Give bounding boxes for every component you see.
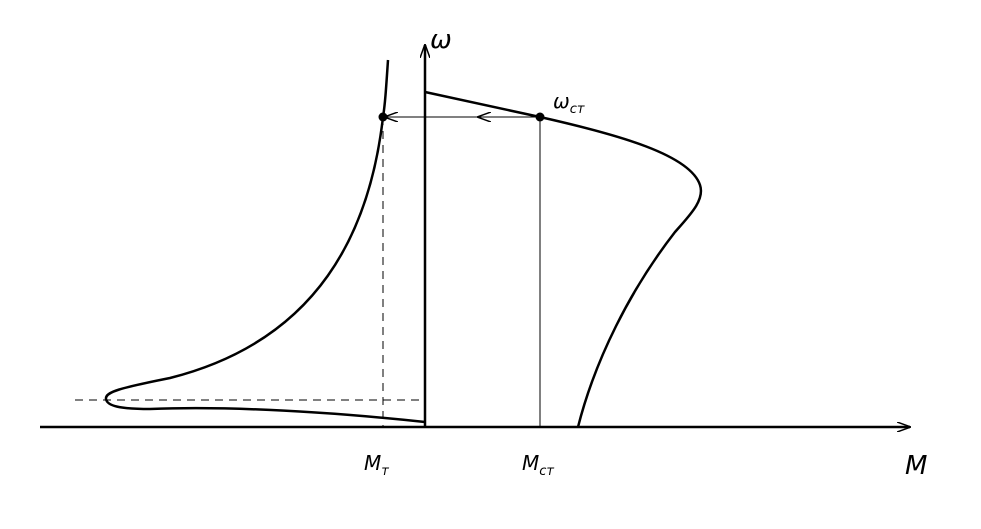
label-sub: ст	[539, 464, 554, 479]
m-st-label: Mст	[522, 451, 554, 479]
load-curve	[104, 59, 426, 424]
x-axis-label: M	[905, 451, 927, 481]
omega-st-label: ωст	[553, 89, 585, 117]
label-base: M	[364, 451, 381, 475]
point	[535, 112, 545, 122]
label-sub: ст	[570, 102, 585, 117]
motor-curve	[424, 90, 703, 428]
label-base: M	[522, 451, 539, 475]
label-sub: т	[381, 464, 389, 479]
m-t-label: Mт	[364, 451, 389, 479]
label-base: ω	[553, 89, 570, 113]
y-axis-label: ω	[430, 25, 452, 55]
point	[378, 112, 388, 122]
